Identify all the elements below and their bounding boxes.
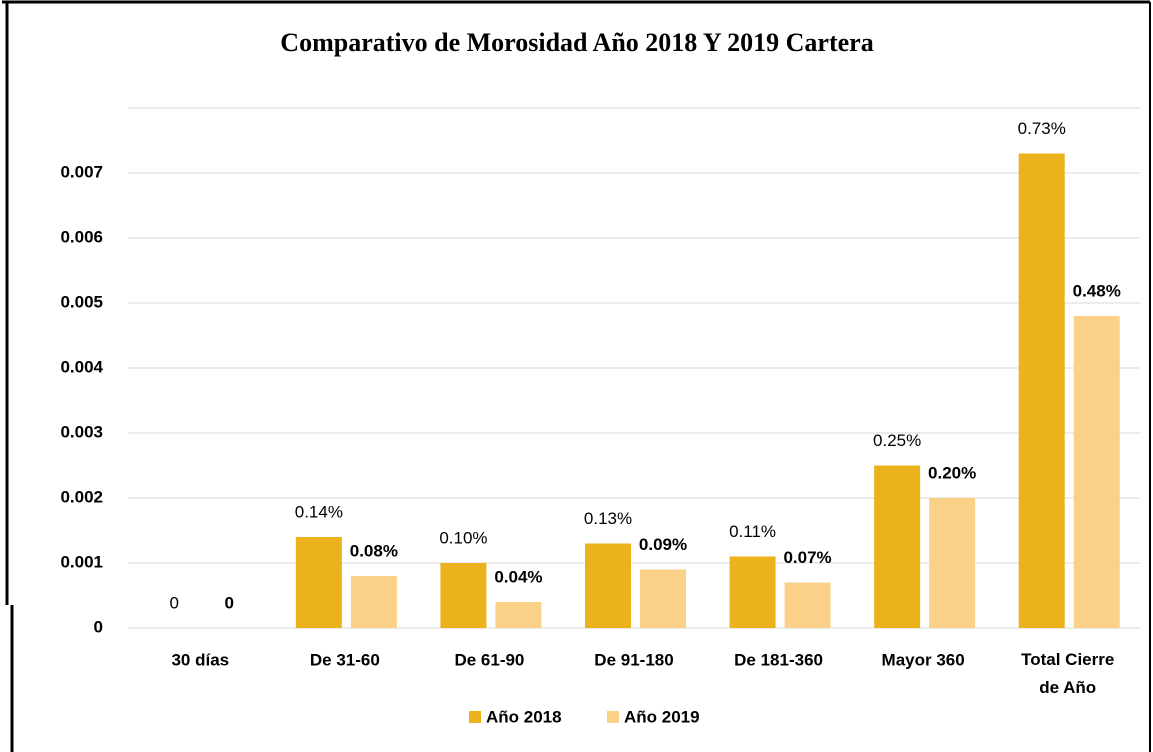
data-label: 0.08% — [350, 541, 398, 560]
x-tick-label: De 91-180 — [594, 650, 673, 669]
x-tick-label: Total Cierre de Año — [1021, 650, 1114, 697]
data-label: 0.07% — [783, 548, 831, 567]
bar — [784, 582, 831, 628]
bar — [585, 543, 631, 628]
data-label: 0.09% — [639, 535, 687, 554]
legend-swatch — [607, 711, 619, 723]
x-tick-label: De 61-90 — [454, 650, 524, 669]
data-label: 0.10% — [439, 528, 487, 547]
legend-label: Año 2019 — [624, 707, 700, 726]
bar — [929, 498, 976, 628]
y-tick-label: 0.002 — [60, 487, 103, 506]
x-tick-label: De 31-60 — [310, 650, 380, 669]
x-tick-label: Mayor 360 — [882, 650, 965, 669]
bar — [440, 563, 487, 628]
x-tick-label: De 181-360 — [734, 650, 823, 669]
y-tick-label: 0.001 — [60, 552, 103, 571]
data-label: 0.20% — [928, 463, 976, 482]
bar — [640, 569, 686, 628]
legend-swatch — [469, 711, 481, 723]
y-tick-label: 0 — [94, 617, 103, 636]
bar — [350, 576, 397, 628]
data-label: 0.14% — [295, 502, 343, 521]
data-label: 0.04% — [494, 567, 542, 586]
bar — [295, 537, 342, 628]
data-label: 0.73% — [1018, 119, 1066, 138]
y-tick-label: 0.003 — [60, 422, 103, 441]
data-label: 0.25% — [873, 431, 921, 450]
y-tick-label: 0.006 — [60, 227, 103, 246]
bar — [1073, 316, 1120, 628]
bar — [729, 556, 776, 628]
chart-title: Comparativo de Morosidad Año 2018 Y 2019… — [280, 28, 873, 57]
data-label: 0.11% — [729, 522, 776, 541]
bar — [874, 465, 921, 628]
x-tick-label: 30 días — [171, 650, 229, 669]
bar — [1018, 153, 1065, 628]
data-label: 0 — [225, 593, 234, 612]
y-tick-label: 0.004 — [60, 357, 103, 376]
y-tick-label: 0.005 — [60, 292, 103, 311]
legend-label: Año 2018 — [486, 707, 562, 726]
bar — [495, 602, 542, 628]
data-label: 0.13% — [584, 509, 632, 528]
y-tick-label: 0.007 — [60, 162, 103, 181]
data-label: 0 — [170, 593, 179, 612]
data-label: 0.48% — [1073, 281, 1121, 300]
